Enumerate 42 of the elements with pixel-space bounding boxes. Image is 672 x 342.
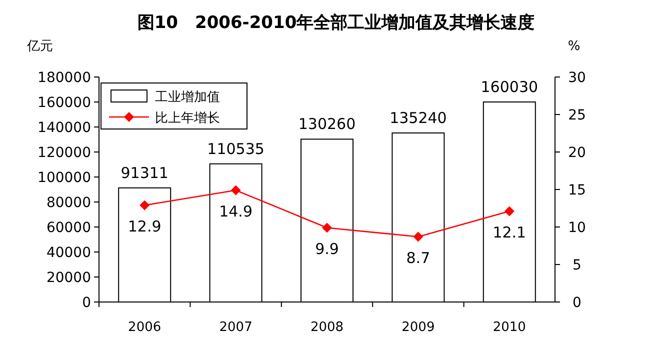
y2-tick-label: 15 [568,182,586,198]
y-tick-label: 160000 [38,95,91,111]
y-tick-label: 120000 [38,145,91,161]
x-tick-label: 2006 [128,320,162,335]
point [230,185,241,196]
data-label: 160030 [480,78,538,96]
data-label: 135240 [390,108,447,127]
y2-tick-label: 25 [568,108,586,124]
y-tick-label: 80000 [46,195,91,211]
y-tick-label: 60000 [46,220,91,236]
y-tick-label: 0 [82,295,91,311]
point [413,232,424,242]
y-tick-label: 40000 [46,245,91,261]
x-tick-label: 2007 [219,320,252,335]
y2-tick-label: 30 [568,70,586,86]
x-tick-label: 2008 [310,320,344,335]
y2-tick-label: 20 [568,145,586,161]
x-tick-label: 2009 [402,320,435,335]
y-tick-label: 20000 [46,270,91,286]
data-label: 110535 [207,140,264,158]
data-label: 14.9 [219,202,253,220]
y2-axis-title: % [568,39,580,54]
data-label: 12.9 [128,217,162,236]
y-tick-label: 100000 [38,170,91,186]
data-label: 130260 [298,115,356,134]
data-label: 9.9 [315,240,339,258]
data-label: 91311 [120,164,168,182]
y-tick-label: 180000 [38,70,91,86]
legend-label: 工业增加值 [155,90,220,105]
point [140,200,150,210]
y-tick-label: 140000 [38,120,91,136]
y2-tick-label: 5 [572,258,582,274]
point [504,206,514,216]
legend-label: 比上年增长 [155,111,220,126]
point [322,222,332,233]
data-label: 12.1 [492,223,526,242]
y2-tick-label: 0 [572,295,582,311]
data-label: 8.7 [406,248,430,267]
y-axis-title: 亿元 [26,39,53,54]
chart-title: 图10 2006-2010年全部工业增加值及其增长速度 [137,13,535,33]
x-tick-label: 2010 [492,320,526,335]
y2-tick-label: 10 [568,220,586,236]
